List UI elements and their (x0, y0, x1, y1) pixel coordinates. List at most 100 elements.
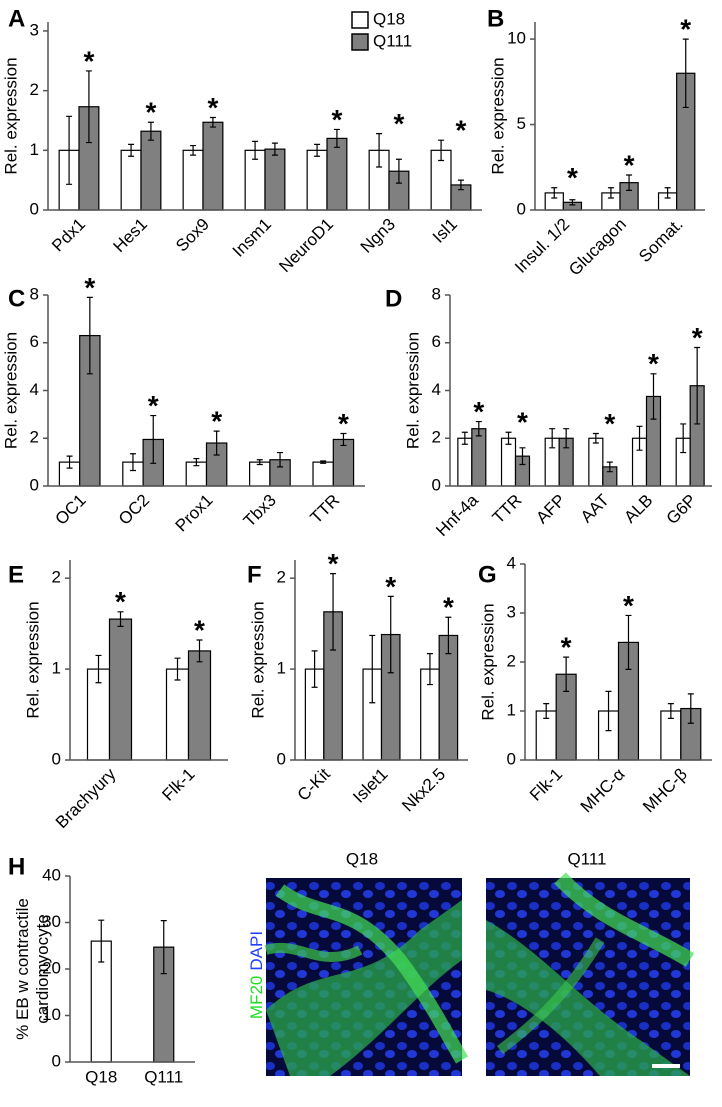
x-tick-label: Pdx1 (48, 215, 89, 256)
x-tick-label: MHC-β (639, 764, 691, 816)
bar (306, 149, 328, 211)
significance-label: * (385, 571, 396, 602)
error-bar (271, 142, 278, 156)
error-bar (680, 423, 687, 454)
stain-mf20: MF20 (247, 976, 266, 1019)
y-tick-label: 3 (507, 602, 516, 621)
error-bar (376, 133, 383, 168)
error-bar (311, 650, 318, 688)
y-tick-label: 3 (30, 20, 39, 39)
error-bar (664, 187, 671, 199)
y-axis-label: Rel. expression (23, 601, 42, 718)
error-bar (607, 187, 614, 199)
error-bar (369, 634, 376, 704)
error-bar (605, 690, 612, 732)
panel-label: E (8, 561, 24, 588)
error-bar (128, 143, 135, 157)
error-bar (636, 425, 643, 451)
y-tick-label: 1 (277, 659, 286, 678)
x-tick-label: TTR (489, 491, 526, 528)
error-bar (563, 428, 570, 449)
x-tick-label: OC2 (115, 491, 153, 529)
x-tick-label: Insul. 1/2 (511, 215, 573, 277)
y-tick-label: 2 (277, 568, 286, 587)
y-tick-label: 10 (42, 1005, 61, 1024)
error-bar (314, 143, 321, 157)
error-bar (117, 611, 124, 627)
y-tick-label: 0 (277, 749, 286, 768)
significance-label: * (604, 408, 615, 439)
y-axis-label: Rel. expression (488, 57, 507, 174)
x-tick-label: NeuroD1 (275, 215, 337, 277)
error-bar (625, 614, 632, 670)
x-tick-label: Sox9 (172, 215, 213, 256)
error-bar (549, 428, 556, 449)
panel-label: H (8, 853, 25, 880)
significance-label: * (328, 548, 339, 579)
error-bar (98, 919, 105, 963)
x-tick-label: AAT (577, 491, 613, 527)
x-tick-label: TTR (306, 491, 343, 528)
panel-label: D (385, 285, 402, 312)
y-tick-label: 2 (30, 428, 39, 447)
bar (264, 148, 286, 211)
y-tick-label: 2 (52, 568, 61, 587)
x-tick-label: Islet1 (349, 765, 391, 807)
y-tick-label: 20 (42, 958, 61, 977)
bar (326, 137, 348, 211)
error-bar (256, 459, 263, 466)
y-tick-label: 1 (507, 700, 516, 719)
x-tick-label: Hes1 (110, 215, 151, 256)
y-tick-label: 1 (30, 140, 39, 159)
significance-label: * (561, 631, 572, 662)
x-tick-label: MHC-α (577, 764, 629, 816)
significance-label: * (443, 592, 454, 623)
error-bar (174, 657, 181, 681)
bar (332, 438, 355, 487)
significance-label: * (517, 407, 528, 438)
significance-label: * (194, 614, 205, 645)
bar (471, 428, 487, 487)
significance-label: * (680, 13, 691, 44)
x-tick-label: Somat. (635, 215, 687, 267)
bar (588, 437, 604, 487)
error-bar (340, 432, 347, 447)
significance-label: * (207, 92, 218, 123)
stain-label: MF20 DAPI (247, 931, 266, 1019)
x-tick-label: G6P (663, 491, 700, 528)
error-bar (86, 296, 93, 375)
bar (140, 130, 162, 211)
significance-label: * (83, 45, 94, 76)
significance-label: * (648, 348, 659, 379)
error-bar (66, 115, 73, 185)
significance-label: * (331, 104, 342, 135)
error-bar (475, 420, 482, 437)
error-bar (387, 595, 394, 674)
y-tick-label: 8 (432, 284, 441, 303)
x-tick-label: Tbx3 (240, 491, 280, 531)
y-axis-label: Rel. expression (1, 57, 20, 174)
error-bar (330, 573, 337, 651)
y-tick-label: 2 (507, 651, 516, 670)
error-bar (682, 38, 689, 109)
error-bar (252, 140, 259, 160)
error-bar (196, 639, 203, 663)
legend-swatch (351, 33, 369, 51)
error-bar (426, 653, 433, 686)
error-bar (694, 346, 701, 425)
significance-label: * (211, 405, 222, 436)
error-bar (667, 703, 674, 719)
micrograph-q111 (486, 872, 695, 1076)
error-bar (461, 431, 468, 445)
micrograph-q18 (264, 878, 469, 1076)
bar (108, 618, 133, 761)
error-bar (193, 457, 200, 467)
significance-label: * (338, 408, 349, 439)
significance-label: * (624, 149, 635, 180)
significance-label: * (84, 272, 95, 303)
bar (312, 461, 334, 487)
y-axis-label-line: % EB w contractile (13, 898, 32, 1040)
y-tick-label: 5 (517, 114, 526, 133)
x-tick-label: Q18 (85, 1067, 117, 1086)
